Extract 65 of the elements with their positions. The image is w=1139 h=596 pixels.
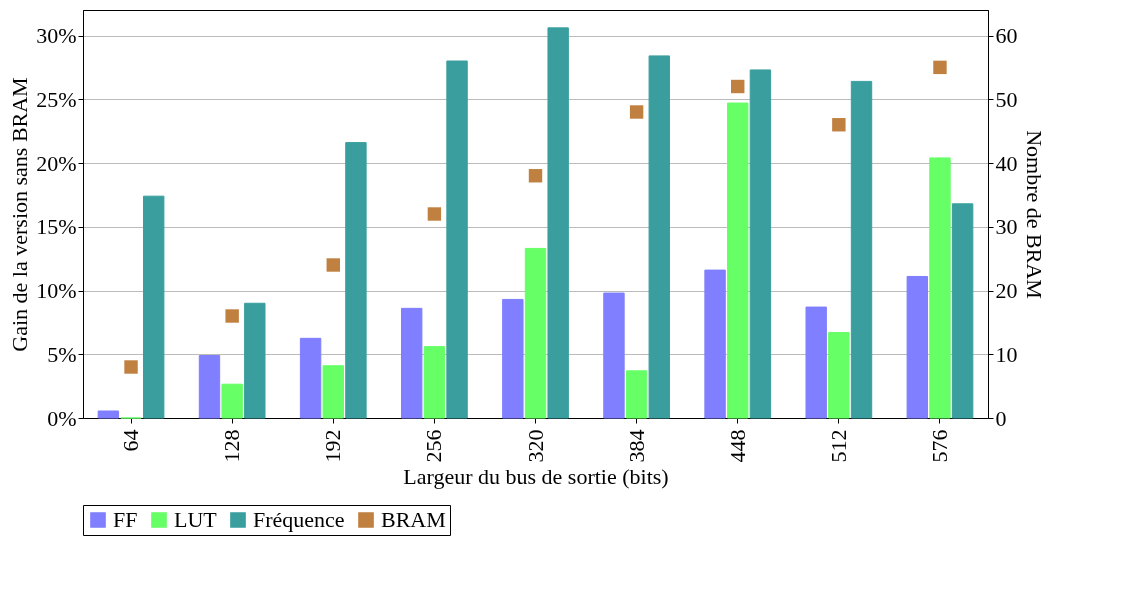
x-tick-label: 192 — [320, 429, 346, 463]
y-tick-label: 30% — [36, 23, 77, 48]
legend-label: BRAM — [381, 507, 446, 532]
point — [427, 207, 442, 221]
bar — [906, 275, 928, 419]
bar — [828, 332, 850, 419]
bar — [648, 55, 670, 419]
y2-tick-label: 40 — [995, 150, 1018, 176]
y2-tick-label: 0 — [995, 405, 1007, 431]
x-tick-label: 256 — [421, 429, 447, 463]
legend-label: LUT — [174, 507, 218, 532]
x-tick-label: 128 — [219, 429, 245, 463]
point — [832, 118, 846, 132]
y-tick-label: 5% — [47, 341, 77, 367]
bar — [502, 298, 524, 419]
point — [528, 169, 543, 183]
bar — [603, 292, 625, 419]
bar — [850, 80, 873, 419]
bar — [727, 102, 749, 419]
x-tick-label: 320 — [522, 429, 548, 463]
y-tick-label: 25% — [36, 86, 77, 112]
point — [225, 309, 239, 323]
bar — [299, 337, 322, 419]
bar — [805, 306, 827, 419]
point — [933, 60, 947, 75]
x-tick-label: 576 — [926, 429, 952, 463]
legend-label: Fréquence — [253, 507, 345, 532]
point — [326, 258, 340, 272]
x-axis-title: Largeur du bus de sortie (bits) — [403, 463, 669, 489]
bar — [749, 69, 772, 419]
y-tick-label: 0% — [47, 405, 77, 431]
bar — [198, 355, 221, 419]
x-tick-label: 384 — [623, 429, 649, 463]
bar — [322, 365, 344, 419]
x-tick-label: 64 — [118, 429, 144, 452]
bar — [345, 142, 367, 419]
bar — [625, 370, 648, 419]
bar — [446, 60, 468, 419]
bar — [221, 383, 243, 419]
bar — [423, 346, 446, 419]
y2-tick-label: 60 — [995, 23, 1018, 48]
bar — [547, 27, 569, 419]
y2-tick-label: 50 — [995, 86, 1018, 112]
y-tick-label: 15% — [36, 214, 77, 240]
y-axis-title: Gain de la version sans BRAM — [7, 77, 33, 352]
legend-label: FF — [113, 507, 138, 532]
y-tick-label: 20% — [36, 150, 77, 176]
point — [124, 360, 138, 374]
y2-tick-label: 20 — [995, 278, 1018, 303]
bar — [951, 203, 974, 419]
y2-tick-label: 30 — [995, 214, 1018, 240]
point — [731, 79, 745, 94]
bar — [143, 195, 165, 419]
bar — [97, 410, 120, 419]
y-tick-label: 10% — [36, 278, 77, 303]
bar — [524, 247, 547, 419]
y2-axis-title: Nombre de BRAM — [1021, 130, 1047, 299]
bar — [704, 269, 726, 419]
bar — [929, 157, 951, 419]
bar — [244, 302, 266, 419]
x-tick-label: 448 — [724, 429, 750, 463]
x-tick-label: 512 — [825, 429, 851, 463]
bar — [401, 307, 423, 419]
point — [629, 105, 644, 119]
y2-tick-label: 10 — [995, 341, 1018, 367]
